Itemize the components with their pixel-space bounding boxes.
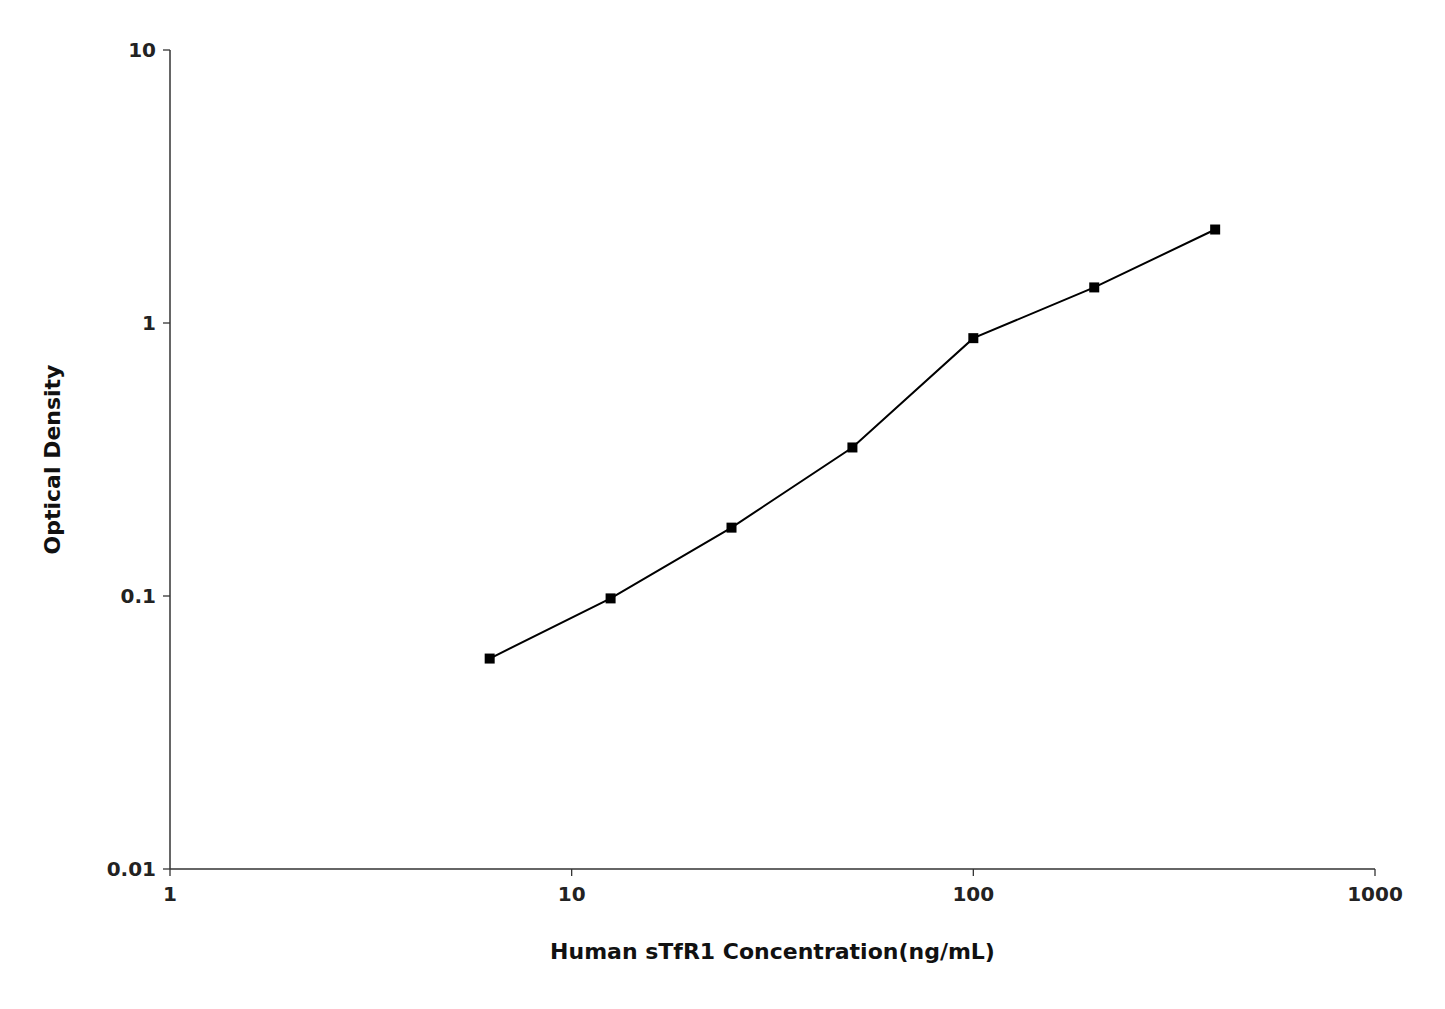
data-point (727, 523, 737, 533)
data-point (485, 654, 495, 664)
y-tick (163, 322, 170, 323)
y-tick-label: 0.01 (107, 857, 156, 881)
plot-area (485, 225, 1220, 664)
x-tick (973, 869, 974, 876)
y-tick (163, 49, 170, 50)
y-axis-label: Optical Density (40, 365, 65, 555)
x-tick-label: 1000 (1347, 882, 1403, 906)
chart-svg: 1 10 100 1000 0.01 0.1 1 10 Human sTfR1 Concentr… (0, 0, 1445, 1009)
data-point (968, 333, 978, 343)
y-axis-line (169, 50, 171, 869)
chart-container: 1 10 100 1000 0.01 0.1 1 10 Human sTfR1 Concentr… (0, 0, 1445, 1009)
data-point (1210, 225, 1220, 235)
y-tick (163, 595, 170, 596)
data-point (1089, 282, 1099, 292)
y-tick-label: 1 (142, 311, 156, 335)
y-tick-label: 0.1 (121, 584, 156, 608)
x-tick (571, 869, 572, 876)
data-point (606, 593, 616, 603)
x-tick (1374, 869, 1375, 876)
x-tick-label: 1 (163, 882, 177, 906)
data-point (847, 442, 857, 452)
x-axis-label: Human sTfR1 Concentration(ng/mL) (550, 939, 995, 964)
x-tick-label: 100 (952, 882, 994, 906)
y-tick (163, 868, 170, 869)
axes: 1 10 100 1000 0.01 0.1 1 10 (107, 38, 1403, 906)
x-tick-label: 10 (558, 882, 586, 906)
x-tick (169, 869, 170, 876)
y-tick-label: 10 (128, 38, 156, 62)
data-line (490, 230, 1215, 659)
x-axis-line (170, 868, 1375, 870)
